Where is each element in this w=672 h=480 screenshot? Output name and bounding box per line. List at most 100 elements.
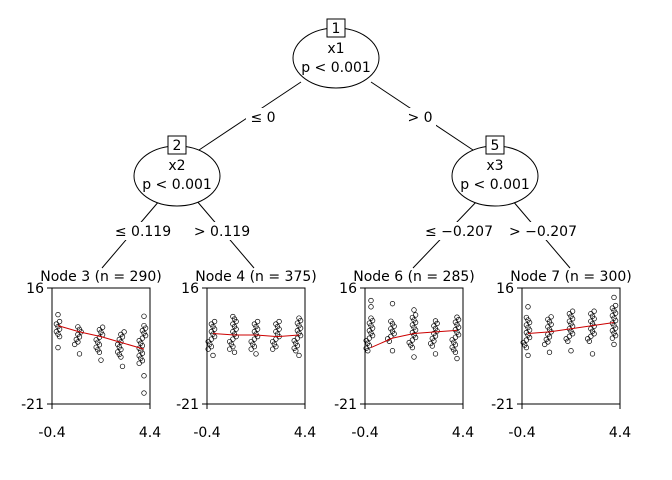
data-point-outlier bbox=[55, 344, 61, 351]
point-column bbox=[115, 329, 127, 370]
data-point-outlier bbox=[454, 355, 460, 362]
data-point bbox=[273, 328, 279, 335]
data-point bbox=[366, 335, 373, 341]
point-column bbox=[609, 294, 619, 348]
data-point bbox=[520, 339, 526, 346]
data-point bbox=[432, 318, 439, 324]
fitted-line bbox=[527, 321, 615, 334]
data-point bbox=[363, 345, 369, 351]
data-point bbox=[72, 341, 78, 348]
data-point bbox=[208, 321, 215, 327]
point-column bbox=[93, 324, 106, 363]
data-point bbox=[452, 334, 459, 340]
data-point bbox=[428, 340, 434, 347]
data-point bbox=[208, 328, 215, 335]
data-point bbox=[251, 328, 258, 335]
data-point-outlier bbox=[231, 349, 238, 355]
point-column bbox=[563, 308, 576, 354]
inner-node-2: 2 x2 p < 0.001 bbox=[133, 135, 221, 207]
data-point-outlier bbox=[389, 301, 396, 307]
data-point bbox=[139, 335, 146, 341]
edge-label-2-3: ≤ 0.119 bbox=[115, 224, 171, 240]
data-point bbox=[251, 321, 258, 327]
data-point bbox=[273, 336, 279, 342]
data-point bbox=[75, 331, 81, 338]
data-point bbox=[406, 339, 412, 346]
p-value: p < 0.001 bbox=[460, 177, 530, 193]
data-point bbox=[136, 360, 142, 366]
split-variable: x3 bbox=[486, 158, 503, 174]
data-point bbox=[99, 324, 106, 330]
terminal-node-4: Node 4 (n = 375)16 -21 -0.4 4.4 bbox=[176, 269, 317, 441]
data-point bbox=[523, 314, 530, 321]
p-value: p < 0.001 bbox=[142, 177, 212, 193]
x-tick-label-max: 4.4 bbox=[139, 425, 161, 441]
point-column bbox=[72, 324, 84, 357]
data-point bbox=[56, 318, 63, 325]
fitted-line bbox=[57, 325, 145, 350]
edge-label-5-7: > −0.207 bbox=[509, 224, 577, 240]
x-tick-label-max: 4.4 bbox=[452, 425, 474, 441]
data-point bbox=[227, 346, 233, 352]
x-tick-label-max: 4.4 bbox=[609, 425, 631, 441]
x-tick-label-min: -0.4 bbox=[508, 425, 535, 441]
point-column bbox=[428, 318, 440, 357]
data-point bbox=[53, 321, 60, 327]
data-point bbox=[294, 320, 301, 326]
data-point-outlier bbox=[210, 352, 216, 359]
data-point bbox=[291, 338, 297, 344]
point-column bbox=[363, 297, 376, 354]
data-point bbox=[591, 308, 597, 314]
data-point bbox=[409, 337, 416, 343]
data-point bbox=[388, 318, 394, 324]
data-point bbox=[523, 329, 530, 336]
y-tick-label-min: -21 bbox=[334, 397, 357, 413]
data-point bbox=[294, 327, 301, 334]
data-point bbox=[523, 322, 530, 328]
node-id: 5 bbox=[491, 138, 500, 154]
data-point bbox=[208, 336, 215, 342]
data-point-outlier bbox=[368, 297, 374, 304]
data-point bbox=[205, 346, 211, 352]
data-point-outlier bbox=[568, 348, 574, 354]
data-point bbox=[73, 336, 79, 343]
data-point-outlier bbox=[546, 349, 553, 355]
data-point bbox=[566, 318, 573, 324]
data-point bbox=[366, 320, 373, 326]
data-point bbox=[388, 326, 394, 332]
data-point bbox=[291, 345, 297, 351]
point-column bbox=[248, 318, 261, 357]
leaf-title: Node 7 (n = 300) bbox=[510, 269, 632, 285]
data-point-outlier bbox=[55, 311, 61, 318]
data-point-outlier bbox=[389, 348, 396, 354]
data-point bbox=[118, 331, 124, 338]
data-point bbox=[75, 324, 81, 330]
leaf-plot-frame bbox=[206, 287, 306, 405]
edge-label-5-6: ≤ −0.207 bbox=[425, 224, 493, 240]
data-point bbox=[211, 318, 218, 325]
data-point bbox=[588, 333, 594, 339]
data-point bbox=[609, 327, 616, 334]
point-column bbox=[205, 318, 218, 359]
data-point bbox=[96, 327, 103, 333]
node-id: 2 bbox=[173, 138, 182, 154]
data-point bbox=[273, 321, 279, 327]
x-tick-label-min: -0.4 bbox=[38, 425, 65, 441]
fitted-line bbox=[212, 332, 300, 338]
point-column bbox=[542, 314, 554, 355]
point-column bbox=[585, 308, 597, 357]
leaf-title: Node 3 (n = 290) bbox=[40, 269, 162, 285]
data-point bbox=[366, 327, 373, 334]
data-point-outlier bbox=[296, 352, 302, 359]
data-point bbox=[248, 346, 254, 352]
x-tick-label-min: -0.4 bbox=[351, 425, 378, 441]
data-point bbox=[230, 336, 236, 342]
y-tick-label-max: 16 bbox=[26, 281, 44, 297]
data-point bbox=[93, 337, 99, 343]
data-point bbox=[294, 335, 301, 341]
data-point bbox=[115, 341, 121, 348]
terminal-node-3: Node 3 (n = 290)16 -21 -0.4 4.4 bbox=[21, 269, 162, 441]
data-point bbox=[431, 323, 437, 329]
point-column bbox=[227, 313, 239, 355]
data-point bbox=[612, 302, 619, 309]
